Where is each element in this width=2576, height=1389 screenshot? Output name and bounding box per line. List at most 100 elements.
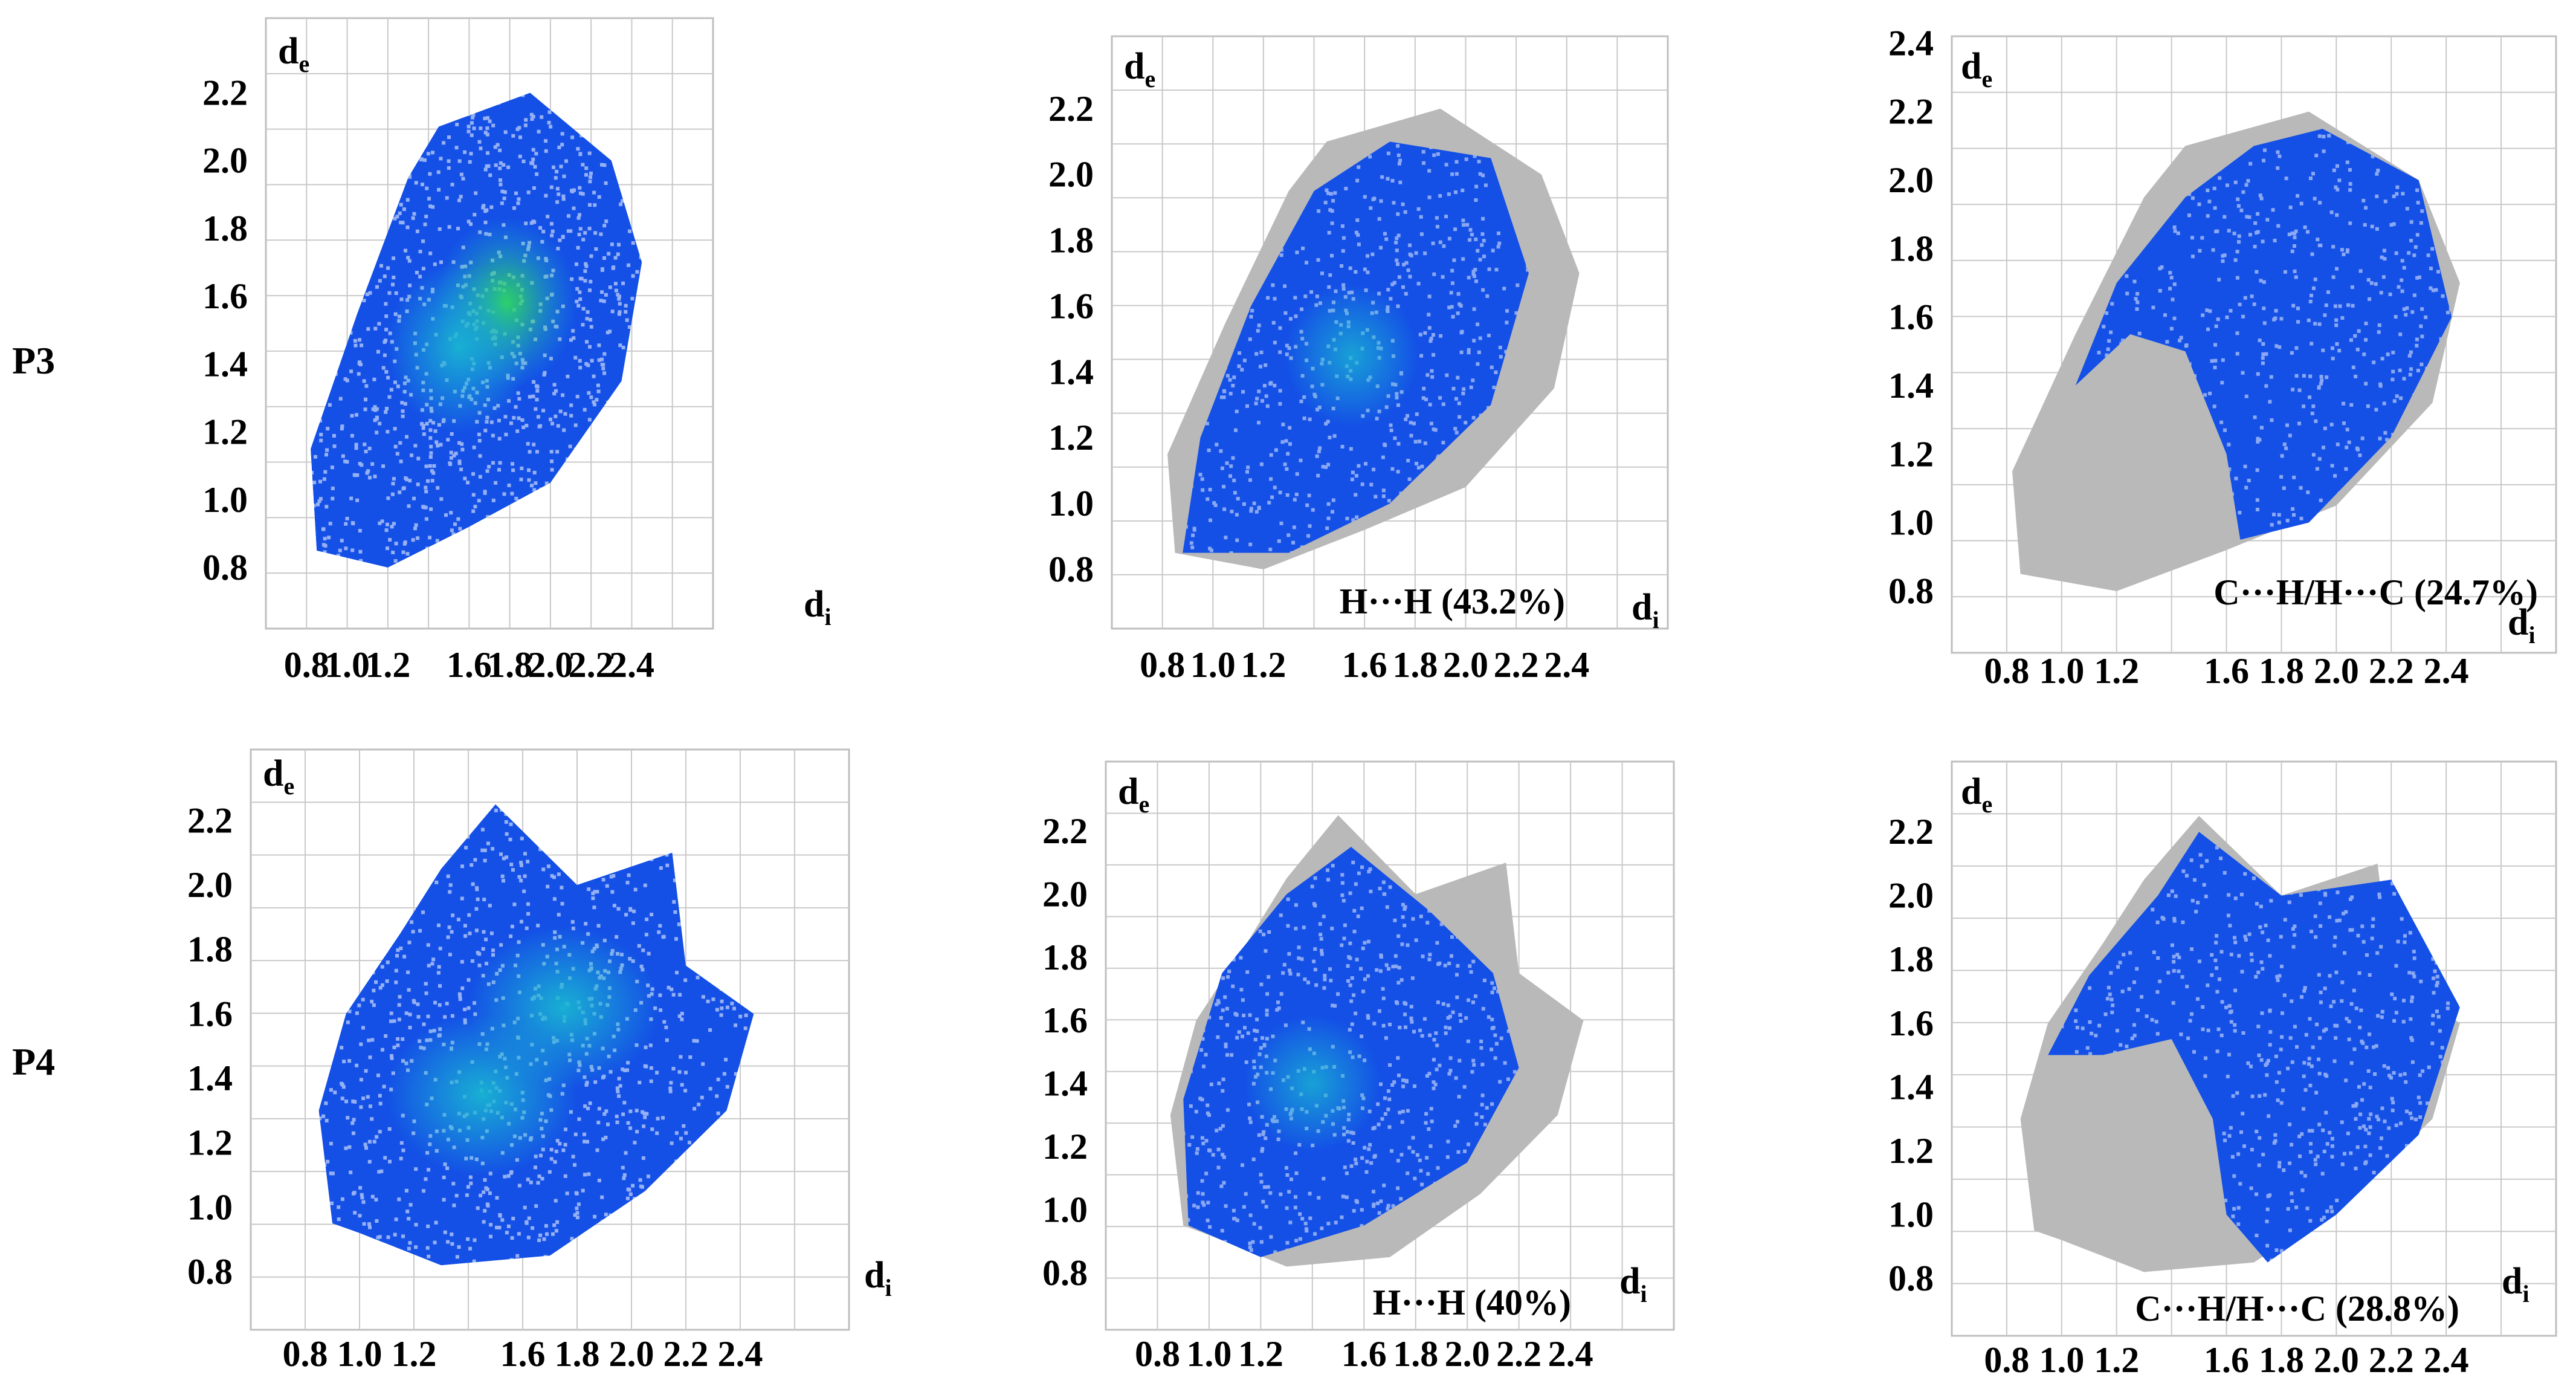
- density-hotspot: [387, 261, 531, 433]
- x-tick-label: 1.8: [1393, 1334, 1438, 1374]
- density-hotspot: [386, 1013, 578, 1176]
- x-tick-label: 0.8: [1135, 1334, 1180, 1374]
- y-tick-label: 2.0: [187, 865, 233, 905]
- x-tick-label: 2.4: [609, 645, 654, 685]
- x-tick-label: 1.0: [324, 645, 370, 685]
- y-axis-label-subscript: e: [299, 50, 309, 77]
- x-tick-label: 0.8: [1140, 645, 1185, 685]
- y-tick-label: 1.8: [1048, 221, 1094, 261]
- x-tick-label: 2.2: [1494, 645, 1539, 685]
- x-tick-label: 1.0: [1190, 645, 1236, 685]
- x-tick-label: 1.2: [2094, 1340, 2139, 1380]
- x-tick-label: 2.2: [1496, 1334, 1541, 1374]
- y-axis-label-subscript: e: [1138, 791, 1149, 818]
- y-tick-label: 1.8: [1888, 228, 1934, 268]
- y-tick-label: 2.0: [202, 141, 248, 181]
- x-tick-label: 2.0: [2314, 1340, 2359, 1380]
- fingerprint-plot-p4-hh: 2.22.01.81.61.41.21.00.80.8 1.0 1.2 1.6 1.8 2…: [1042, 760, 1675, 1374]
- y-tick-label: 1.4: [202, 344, 248, 384]
- y-tick-label: 1.8: [1042, 937, 1088, 977]
- y-tick-label: 1.2: [1048, 418, 1094, 458]
- y-tick-label: 1.8: [202, 209, 248, 248]
- x-tick-label: 2.2: [2369, 1340, 2414, 1380]
- contact-percentage-label: C···H/H···C (24.7%): [2213, 572, 2538, 612]
- x-axis-label-subscript: i: [885, 1274, 891, 1301]
- y-tick-label: 1.6: [202, 276, 248, 316]
- y-tick-label: 2.0: [1042, 874, 1088, 914]
- y-tick-label: 2.2: [1048, 89, 1094, 129]
- y-tick-label: 2.2: [1888, 92, 1934, 132]
- x-tick-label: 2.0: [2314, 651, 2359, 691]
- x-tick-label: 1.2: [365, 645, 410, 685]
- density-hotspot: [1244, 1015, 1381, 1152]
- x-tick-label: 1.6: [447, 645, 492, 685]
- y-tick-label: 1.6: [1888, 297, 1934, 337]
- x-axis-label-subscript: i: [1652, 606, 1659, 633]
- y-tick-label: 1.0: [202, 480, 248, 520]
- y-tick-label: 0.8: [1048, 549, 1094, 589]
- contact-percentage-label: H···H (43.2%): [1340, 581, 1565, 621]
- x-axis-label-subscript: i: [824, 603, 831, 630]
- x-axis-label-subscript: i: [2528, 621, 2535, 649]
- x-tick-label: 2.0: [1443, 645, 1488, 685]
- y-tick-label: 0.8: [1888, 1258, 1934, 1298]
- y-tick-label: 1.6: [1888, 1003, 1934, 1043]
- x-axis-label-subscript: i: [2522, 1280, 2529, 1307]
- y-tick-label: 1.2: [187, 1123, 233, 1163]
- x-tick-label: 1.6: [1342, 645, 1387, 685]
- y-tick-label: 0.8: [202, 548, 248, 588]
- x-tick-label: 1.0: [2039, 1340, 2084, 1380]
- y-tick-label: 1.4: [1048, 352, 1094, 392]
- y-tick-label: 1.2: [1888, 1131, 1934, 1171]
- y-tick-label: 1.0: [1042, 1190, 1088, 1230]
- x-axis-label: di: [864, 1255, 892, 1301]
- y-tick-label: 2.2: [1042, 811, 1088, 851]
- contact-percentage-label: C···H/H···C (28.8%): [2135, 1289, 2459, 1329]
- x-tick-label: 1.6: [2204, 1340, 2249, 1380]
- x-tick-label: 2.2: [2369, 651, 2414, 691]
- y-tick-label: 1.2: [202, 412, 248, 452]
- y-tick-label: 0.8: [1888, 571, 1934, 611]
- y-tick-label: 2.4: [1888, 23, 1934, 63]
- x-tick-label: 2.0: [1445, 1334, 1490, 1374]
- x-tick-label: 1.8: [2259, 651, 2304, 691]
- y-tick-label: 1.4: [1042, 1064, 1088, 1104]
- x-axis-label-subscript: i: [1640, 1280, 1647, 1307]
- x-tick-label: 2.4: [2424, 1340, 2469, 1380]
- y-tick-label: 1.8: [1888, 939, 1934, 979]
- x-tick-label: 1.2: [1241, 645, 1286, 685]
- y-tick-label: 1.4: [1888, 1067, 1934, 1107]
- fingerprint-plot-p4-full: 2.22.01.81.61.41.21.00.80.8 1.0 1.2 1.6 1.8 2…: [187, 748, 892, 1374]
- y-tick-label: 1.2: [1042, 1127, 1088, 1167]
- y-tick-label: 2.0: [1888, 876, 1934, 916]
- fingerprint-plot-p4-ch: 2.22.01.81.61.41.21.00.80.8 1.0 1.2 1.6 1.8 2…: [1888, 760, 2557, 1380]
- x-tick-label: 2.4: [1544, 645, 1589, 685]
- fingerprint-region: [311, 92, 642, 568]
- x-tick-label: 0.8: [1984, 651, 2029, 691]
- y-tick-label: 0.8: [187, 1252, 233, 1292]
- x-tick-label: 1.0: [2039, 651, 2084, 691]
- y-tick-label: 1.4: [187, 1058, 233, 1098]
- x-tick-label: 1.8: [555, 1334, 600, 1374]
- y-tick-label: 1.0: [1888, 1194, 1934, 1234]
- x-tick-label: 1.2: [2094, 651, 2139, 691]
- y-tick-label: 1.0: [1888, 503, 1934, 543]
- y-tick-label: 1.0: [1048, 484, 1094, 523]
- y-tick-label: 1.0: [187, 1187, 233, 1227]
- x-tick-label: 1.0: [1186, 1334, 1232, 1374]
- y-tick-label: 1.6: [1048, 286, 1094, 326]
- contact-highlight: [1183, 847, 1519, 1257]
- x-tick-label: 1.6: [500, 1334, 546, 1374]
- y-tick-label: 0.8: [1042, 1253, 1088, 1293]
- y-tick-label: 1.6: [187, 994, 233, 1034]
- y-tick-label: 2.2: [202, 73, 248, 112]
- x-tick-label: 0.8: [284, 645, 329, 685]
- y-tick-label: 1.8: [187, 930, 233, 970]
- y-tick-label: 2.2: [187, 800, 233, 840]
- x-tick-label: 2.2: [569, 645, 614, 685]
- contact-highlight: [2048, 832, 2460, 1263]
- y-tick-label: 1.4: [1888, 366, 1934, 406]
- fingerprint-plot-p3-full: 2.22.01.81.61.41.21.00.80.81.01.2 1.61.82…: [202, 17, 831, 685]
- fingerprint-plot-p3-ch: 2.42.22.01.81.61.41.21.00.80.8 1.0 1.2 1.6 1…: [1888, 23, 2557, 691]
- y-tick-label: 1.2: [1888, 434, 1934, 474]
